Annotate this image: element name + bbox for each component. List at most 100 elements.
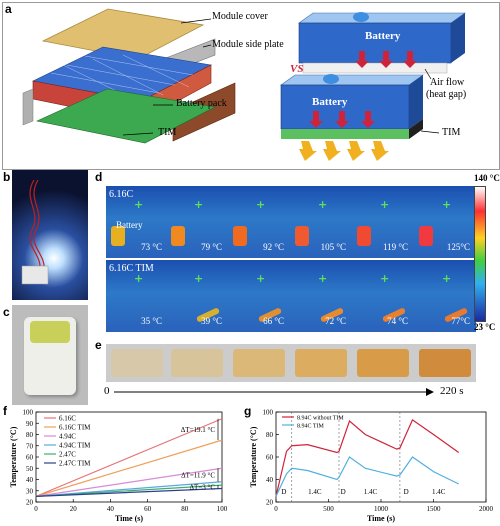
legend-label: 4.94C <box>59 433 76 441</box>
chart-g-svg: 0 500 1000 1500 2000 20 40 60 80 100 Time (s) Tempe… <box>249 409 494 524</box>
x-tick-label: 1000 <box>374 505 389 513</box>
thermal-temp-label: 92 °C <box>263 242 284 252</box>
cell-photo-surface <box>295 349 347 377</box>
x-tick-label: 40 <box>107 505 115 513</box>
thermal-temp-label: 39 °C <box>201 316 222 326</box>
thermal-temp-label: 79 °C <box>201 242 222 252</box>
thermal-image-616c-tim-5: +74 °C <box>352 260 414 332</box>
thermal-image-616c-6: +125°C <box>414 186 476 258</box>
bulb-photo <box>12 170 88 300</box>
time-start-label: 0 <box>104 385 110 397</box>
legend-label: 8.94C without TIM <box>297 416 344 422</box>
cell-photo-surface <box>171 349 223 377</box>
crosshair-icon: + <box>134 198 144 211</box>
label-battery-top: Battery <box>365 30 401 42</box>
panel-label-e: e <box>95 338 102 352</box>
phase-label: D <box>404 488 409 496</box>
label-module-side-plate: Module side plate <box>212 39 284 50</box>
x-tick-label: 20 <box>70 505 78 513</box>
phase-label: 1.4C <box>364 488 378 496</box>
x-axis-label: Time (s) <box>367 514 395 523</box>
panel-label-c: c <box>3 305 10 319</box>
panel-label-a: a <box>5 2 12 16</box>
series-line <box>35 418 223 497</box>
x-tick-label: 60 <box>144 505 152 513</box>
heat-arrows-bottom <box>309 111 375 128</box>
cell-photo-surface <box>233 349 285 377</box>
label-heat-gap: (heat gap) <box>426 89 467 100</box>
thermal-temp-label: 105 °C <box>320 242 346 252</box>
x-tick-label: 2000 <box>479 505 494 513</box>
cell-photo-surface <box>111 349 163 377</box>
colorbar-min-label: 23 °C <box>474 322 496 332</box>
thermal-temp-label: 119 °C <box>382 242 408 252</box>
battery-label: Battery <box>116 220 143 230</box>
y-axis-label: Temperature (°C) <box>9 426 18 487</box>
y-tick-label: 80 <box>26 431 34 439</box>
battery-top-box <box>298 22 452 64</box>
label-battery-bottom: Battery <box>312 96 348 108</box>
panel-label-b: b <box>3 170 11 184</box>
y-tick-label: 20 <box>266 499 274 507</box>
crosshair-icon: + <box>380 272 390 285</box>
x-tick-label: 1500 <box>427 505 442 513</box>
legend-label: 2.47C TIM <box>59 460 91 468</box>
y-axis-label: Temperature (°C) <box>249 426 258 487</box>
y-tick-label: 100 <box>263 409 274 417</box>
y-tick-label: 60 <box>266 454 274 462</box>
cell-photo-frame-2 <box>166 344 228 382</box>
thermal-temp-label: 77°C <box>451 316 470 326</box>
y-tick-label: 70 <box>26 442 34 450</box>
tim-layer <box>36 88 216 144</box>
x-tick-label: 0 <box>274 505 278 513</box>
legend-label: 8.94C TIM <box>297 424 325 430</box>
y-tick-label: 50 <box>26 465 34 473</box>
thermal-colorbar <box>474 186 486 322</box>
thermal-image-616c-2: +79 °C <box>166 186 228 258</box>
cell-photo <box>12 305 88 405</box>
label-vs: VS <box>290 63 304 75</box>
legend-label: 6.16C <box>59 415 76 423</box>
legend-label: 6.16C TIM <box>59 424 91 432</box>
y-tick-label: 40 <box>26 476 34 484</box>
hot-spot <box>419 226 433 246</box>
thermal-temp-label: 125°C <box>446 242 470 252</box>
legend-label: 4.94C TIM <box>59 442 91 450</box>
hot-spot <box>357 226 371 246</box>
label-module-cover: Module cover <box>212 11 268 22</box>
series-line <box>275 456 459 497</box>
phase-label: D <box>281 488 286 496</box>
delta-annotation: ΔT=11.9 °C <box>181 472 215 480</box>
colorbar-max-label: 140 °C <box>474 173 500 183</box>
thermal-image-616c-tim-2: +39 °C <box>166 260 228 332</box>
thermal-image-616c-tim-1: +35 °C 6.16C TIM <box>106 260 168 332</box>
thermal-temp-label: 73 °C <box>141 242 162 252</box>
label-battery-pack: Battery pack <box>176 98 227 109</box>
series-line <box>35 487 223 497</box>
tim-pad <box>281 129 409 139</box>
cell-photo-surface <box>419 349 471 377</box>
thermal-image-616c-tim-4: +72 °C <box>290 260 352 332</box>
crosshair-icon: + <box>256 272 266 285</box>
hot-spot <box>295 226 309 246</box>
delta-annotation: ΔT=3 °C <box>190 483 216 491</box>
phase-label: 1.4C <box>432 488 446 496</box>
thermal-temp-label: 66 °C <box>263 316 284 326</box>
panel-label-d: d <box>95 170 103 184</box>
y-tick-label: 80 <box>266 431 274 439</box>
y-tick-label: 40 <box>266 476 274 484</box>
thermal-row-title: 6.16C TIM <box>109 263 154 274</box>
side-plate-left <box>22 88 34 126</box>
label-tim-right: TIM <box>442 127 461 138</box>
panel-a-illustration <box>22 8 466 161</box>
cell-photo-frame-4 <box>290 344 352 382</box>
y-tick-label: 30 <box>26 487 34 495</box>
x-tick-label: 80 <box>181 505 189 513</box>
thermal-image-616c-4: +105 °C <box>290 186 352 258</box>
thermal-row-title: 6.16C <box>109 189 134 200</box>
hot-spot <box>171 226 185 246</box>
y-tick-label: 60 <box>26 454 34 462</box>
crosshair-icon: + <box>442 198 452 211</box>
hot-spot <box>111 226 125 246</box>
